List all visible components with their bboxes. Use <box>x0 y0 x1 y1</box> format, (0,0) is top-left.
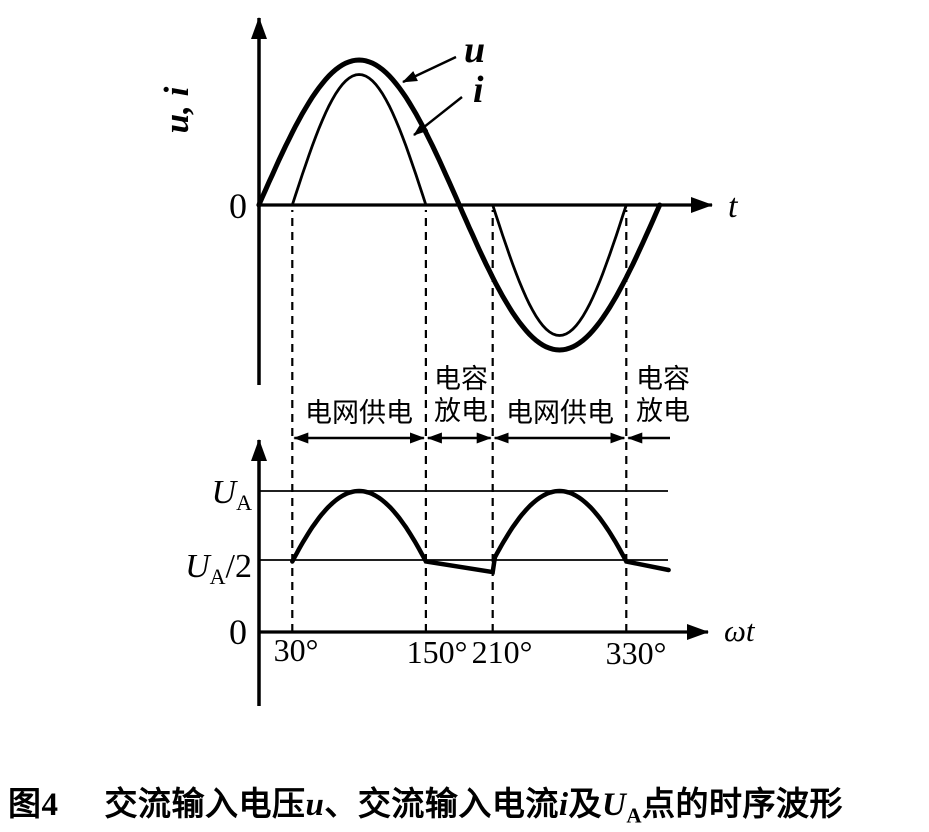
u-pointer-arrow-icon <box>402 55 457 84</box>
top-origin-label: 0 <box>229 186 247 226</box>
band-cap-discharge-2-line1: 电容 <box>636 364 690 394</box>
bottom-x-axis-label: ωt <box>724 613 756 648</box>
i-pointer-arrow-icon <box>413 96 463 136</box>
x-tick-150: 150° <box>407 634 468 670</box>
voltage-u-curve <box>256 57 663 353</box>
i-curve-label: i <box>473 69 484 111</box>
band-grid-supply-1: 电网供电 <box>305 398 413 428</box>
figure-diagram: u, i 0 t u i 电网供电 电容 放电 电网供电 电容 放电 U <box>157 17 756 706</box>
caption-text-4: 点的时序波形 <box>642 787 844 823</box>
band-cap-discharge-2-line2: 放电 <box>636 396 690 426</box>
caption-var-ua-sub: A <box>626 803 643 828</box>
caption-var-i: i <box>558 787 569 823</box>
current-i-curve <box>290 73 628 337</box>
caption-var-u: u <box>305 787 325 823</box>
x-tick-30: 30° <box>274 632 319 668</box>
figure-caption: 图4 交流输入电压u、交流输入电流i及UA点的时序波形 <box>0 777 929 829</box>
caption-text-2: 、交流输入电流 <box>324 787 559 823</box>
interval-band: 电网供电 电容 放电 电网供电 电容 放电 <box>305 364 690 428</box>
caption-var-ua: U <box>602 787 627 823</box>
top-x-axis-label: t <box>728 188 739 225</box>
top-y-axis-label: u, i <box>157 86 196 133</box>
x-tick-330: 330° <box>606 635 667 671</box>
u-curve-label: u <box>464 29 485 71</box>
ua-point-waveform <box>290 488 671 575</box>
caption-text-1: 交流输入电压 <box>104 787 306 823</box>
caption-text-3: 及 <box>568 787 603 823</box>
band-grid-supply-2: 电网供电 <box>506 398 614 428</box>
bottom-x-ticks: 30° 150° 210° 330° <box>274 632 667 671</box>
band-cap-discharge-1-line2: 放电 <box>434 396 488 426</box>
y-tick-ua: UA <box>212 474 253 515</box>
y-tick-ua-half: UA/2 <box>185 548 252 589</box>
caption-figure-number: 图4 <box>8 787 59 823</box>
x-tick-210: 210° <box>472 634 533 670</box>
band-cap-discharge-1-line1: 电容 <box>434 364 488 394</box>
bottom-origin-label: 0 <box>229 612 247 652</box>
